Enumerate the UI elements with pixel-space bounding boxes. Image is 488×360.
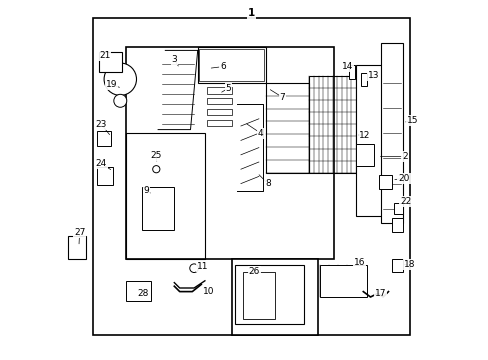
Text: 1: 1 (247, 8, 255, 18)
Bar (265, 83, 309, 173)
Bar (206, 87, 231, 94)
Text: 16: 16 (353, 258, 365, 267)
Text: 14: 14 (342, 62, 353, 71)
Bar (125, 281, 151, 301)
Circle shape (114, 94, 126, 107)
Bar (391, 259, 402, 272)
Text: 18: 18 (403, 260, 414, 269)
Text: 4: 4 (257, 129, 263, 138)
Text: 17: 17 (374, 289, 385, 298)
Text: 5: 5 (225, 84, 231, 93)
Bar (125, 47, 334, 259)
Text: 24: 24 (95, 159, 106, 168)
Text: 25: 25 (150, 151, 161, 160)
Bar (242, 272, 275, 319)
Bar (206, 109, 231, 115)
Bar (381, 43, 402, 223)
Bar (68, 236, 86, 259)
Bar (199, 49, 264, 81)
Bar (355, 144, 373, 166)
Text: 13: 13 (367, 71, 378, 80)
Bar (97, 131, 111, 146)
Bar (391, 218, 402, 232)
Circle shape (189, 264, 198, 273)
Bar (379, 175, 391, 189)
Text: 6: 6 (220, 62, 225, 71)
Text: 7: 7 (279, 93, 285, 102)
Bar (206, 98, 231, 104)
Text: 12: 12 (359, 131, 370, 140)
Text: 27: 27 (74, 228, 85, 237)
Circle shape (152, 166, 160, 173)
Bar (235, 265, 303, 324)
Bar (125, 133, 204, 259)
Polygon shape (237, 104, 262, 191)
Text: 26: 26 (248, 267, 260, 276)
Bar (93, 18, 409, 335)
Bar (320, 265, 366, 297)
Bar (355, 65, 395, 216)
Bar (206, 120, 231, 126)
Bar (231, 259, 318, 335)
Text: 21: 21 (99, 51, 110, 60)
Text: 28: 28 (137, 289, 148, 298)
Bar (142, 187, 174, 230)
Bar (361, 73, 366, 86)
Circle shape (104, 63, 136, 95)
Text: 23: 23 (95, 120, 107, 129)
Bar (99, 52, 122, 72)
Text: 11: 11 (197, 262, 208, 271)
Bar (348, 65, 355, 79)
Text: 9: 9 (143, 186, 149, 195)
Text: 8: 8 (264, 179, 270, 188)
Bar (97, 167, 113, 185)
Text: 15: 15 (407, 116, 418, 125)
Bar (393, 203, 402, 214)
Text: 10: 10 (203, 287, 214, 296)
Text: 22: 22 (399, 197, 410, 206)
Polygon shape (158, 50, 197, 130)
Bar (197, 47, 265, 83)
Text: 2: 2 (401, 152, 407, 161)
Text: 20: 20 (398, 174, 409, 183)
Text: 19: 19 (105, 80, 117, 89)
Bar (309, 76, 355, 173)
Text: 3: 3 (171, 55, 177, 64)
